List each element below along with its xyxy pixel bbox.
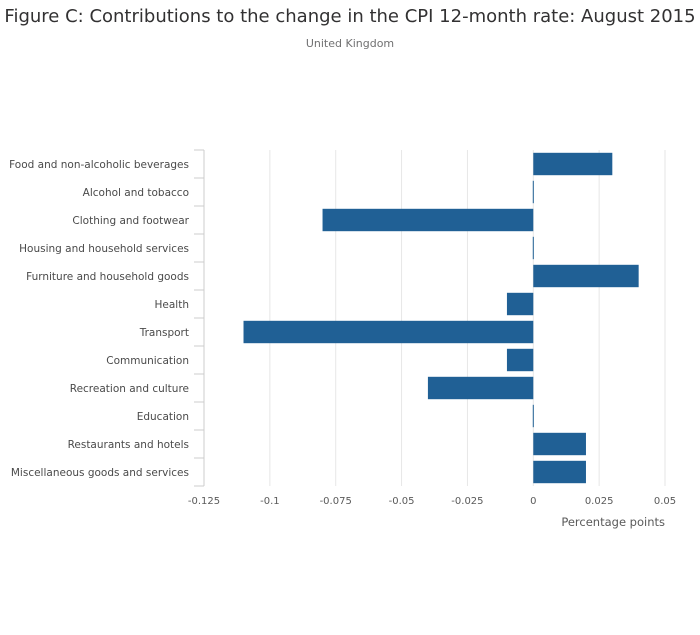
x-tick-label: 0	[530, 496, 536, 507]
x-tick-label: 0.05	[654, 496, 676, 507]
category-label: Education	[137, 411, 189, 423]
chart-title: Figure C: Contributions to the change in…	[4, 6, 696, 27]
bar	[532, 180, 534, 204]
category-label: Communication	[106, 355, 189, 367]
bar	[243, 320, 534, 344]
category-label: Health	[155, 299, 189, 311]
x-tick-label: -0.125	[188, 496, 220, 507]
x-axis-label: Percentage points	[561, 515, 665, 529]
bar	[506, 292, 534, 316]
category-label: Alcohol and tobacco	[83, 187, 189, 199]
category-label: Clothing and footwear	[72, 215, 189, 227]
x-tick-label: -0.05	[389, 496, 415, 507]
x-tick-labels: -0.125 -0.1 -0.075 -0.05 -0.025 0 0.025 0.05	[188, 496, 676, 507]
category-label: Furniture and household goods	[26, 271, 189, 283]
bar	[533, 152, 613, 176]
bars	[243, 152, 639, 484]
bar	[532, 236, 534, 260]
category-label: Food and non-alcoholic beverages	[9, 159, 189, 171]
category-labels: Food and non-alcoholic beverages Alcohol …	[9, 159, 190, 479]
bar	[322, 208, 534, 232]
category-label: Housing and household services	[19, 243, 189, 255]
bar	[533, 432, 586, 456]
category-label: Transport	[139, 327, 189, 339]
category-label: Restaurants and hotels	[68, 439, 189, 451]
bar	[427, 376, 534, 400]
y-axis	[194, 149, 205, 487]
bar	[533, 460, 586, 484]
bar	[506, 348, 534, 372]
bar	[532, 404, 534, 428]
bar	[533, 264, 639, 288]
category-label: Miscellaneous goods and services	[11, 467, 189, 479]
x-tick-label: -0.025	[451, 496, 483, 507]
x-tick-label: -0.075	[320, 496, 352, 507]
x-tick-label: 0.025	[585, 496, 614, 507]
chart-subtitle: United Kingdom	[305, 37, 395, 50]
gridlines	[269, 150, 666, 486]
category-label: Recreation and culture	[70, 383, 189, 395]
x-tick-label: -0.1	[260, 496, 280, 507]
